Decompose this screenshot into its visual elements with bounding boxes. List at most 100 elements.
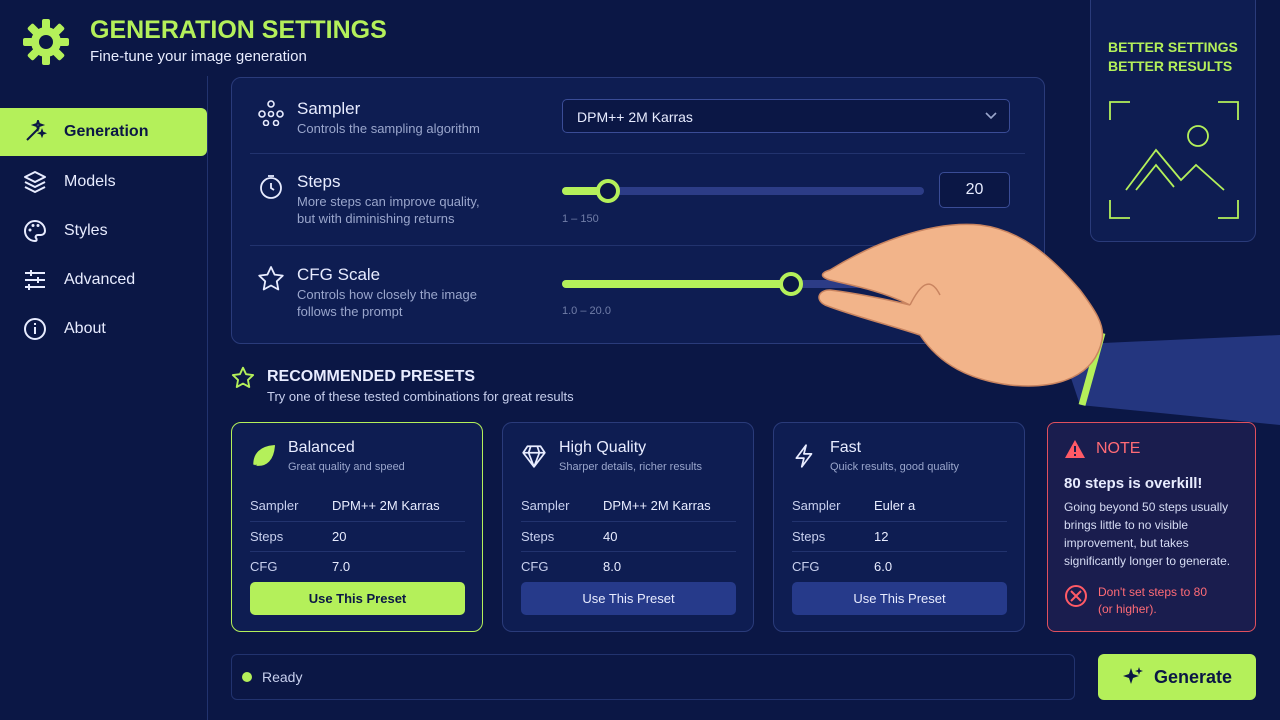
subtitle: Fine-tune your image generation (90, 48, 307, 65)
setting-label: CFG Scale (297, 265, 381, 284)
note-line: significantly longer to generate. (1064, 554, 1231, 568)
promo-box (1090, 0, 1256, 242)
cfg-icon (258, 266, 284, 291)
preset-row: Steps 12 (792, 521, 1007, 552)
row-label: CFG (521, 558, 549, 574)
setting-description: but with diminishing returns (297, 211, 455, 226)
row-label: CFG (250, 558, 278, 574)
sparkle-icon (1122, 667, 1143, 684)
status-dot (242, 672, 252, 682)
card-name: Fast (830, 439, 862, 456)
slider-thumb[interactable] (596, 179, 621, 203)
card-head: Fast Quick results, good quality (792, 439, 1006, 473)
row-label: CFG (792, 558, 820, 574)
preset-card: Balanced Great quality and speed Sampler DP… (231, 422, 483, 632)
slider-fill (562, 280, 791, 288)
title: GENERATION SETTINGS (90, 16, 387, 44)
row-value: 12 (874, 521, 1007, 552)
separator (250, 153, 1025, 154)
nav-icon (24, 318, 46, 340)
card-head: Balanced Great quality and speed (250, 439, 464, 473)
nav-label: Models (64, 173, 116, 190)
slider-thumb[interactable] (778, 272, 803, 296)
nav-icon (25, 270, 45, 290)
preset-row: Sampler DPM++ 2M Karras (521, 491, 736, 522)
nav-item[interactable]: About (0, 305, 207, 353)
card-icon (795, 444, 813, 468)
preset-row: Sampler DPM++ 2M Karras (250, 491, 465, 522)
card-head: High Quality Sharper details, richer resu… (521, 439, 735, 473)
note-line: improvement, but takes (1064, 536, 1189, 550)
setting-description: Controls the sampling algorithm (297, 121, 480, 136)
preset-row: CFG 7.0 (250, 551, 465, 581)
setting-label: Steps (297, 172, 341, 191)
setting-description: Controls how closely the image (297, 287, 477, 302)
note-card: NOTE 80 steps is overkill! Going beyond … (1047, 422, 1256, 632)
presets-subtitle: Try one of these tested combinations for… (267, 389, 574, 404)
use-preset-button[interactable]: Use This Preset (250, 582, 465, 615)
separator (250, 245, 1025, 246)
nav-item[interactable]: Advanced (0, 256, 207, 304)
preset-table: Sampler DPM++ 2M Karras Steps 20 CFG 7.0 (250, 491, 465, 581)
preset-card: High Quality Sharper details, richer resu… (502, 422, 754, 632)
nav-label: Generation (64, 123, 149, 140)
setting-description: follows the prompt (297, 304, 403, 319)
status-text: Ready (262, 669, 303, 685)
row-value: DPM++ 2M Karras (603, 491, 736, 522)
steps-input[interactable]: 20 (939, 172, 1010, 208)
row-value: 40 (603, 521, 736, 552)
slider-fill (562, 187, 609, 195)
generate-button[interactable]: Generate (1098, 654, 1256, 700)
nav-item[interactable]: Styles (0, 207, 207, 255)
row-label: Sampler (792, 491, 874, 522)
sampler-dropdown[interactable]: DPM++ 2M Karras (562, 99, 1010, 133)
card-text: Fast Quick results, good quality (830, 439, 959, 473)
row-label: Steps (792, 521, 874, 552)
slider-track[interactable] (562, 187, 924, 195)
dropdown-value: DPM++ 2M Karras (577, 109, 693, 125)
range-label: 1.0 – 20.0 (562, 305, 611, 317)
promo-line: BETTER RESULTS (1108, 58, 1233, 74)
row-label: Steps (521, 521, 603, 552)
row-value: 8.0 (603, 558, 622, 574)
nav-item[interactable]: Generation (0, 108, 207, 156)
nav-icon (24, 171, 46, 193)
card-icon (522, 445, 546, 468)
nav-icon (26, 120, 48, 141)
preset-row: Sampler Euler a (792, 491, 1007, 522)
image-icon (1109, 101, 1239, 219)
card-name: High Quality (559, 439, 647, 456)
promo-line: BETTER SETTINGS (1108, 39, 1238, 55)
stop-icon (1065, 585, 1087, 607)
hand-illustration (818, 223, 1280, 425)
nav-label: Styles (64, 222, 108, 239)
warning-line: Don't set steps to 80 (1098, 585, 1208, 599)
card-description: Great quality and speed (288, 461, 405, 473)
nav-item[interactable]: Models (0, 158, 207, 206)
row-label: Sampler (521, 491, 603, 522)
warning-line: (or higher). (1098, 602, 1157, 616)
use-preset-button[interactable]: Use This Preset (521, 582, 736, 615)
gear-icon (23, 19, 69, 65)
preset-row: CFG 6.0 (792, 551, 1007, 581)
generate-label: Generate (1153, 666, 1233, 687)
range-label: 1 – 150 (562, 213, 599, 225)
card-text: Balanced Great quality and speed (288, 439, 405, 473)
presets-title: RECOMMENDED PRESETS (267, 368, 476, 385)
preset-table: Sampler DPM++ 2M Karras Steps 40 CFG 8.0 (521, 491, 736, 581)
use-preset-button[interactable]: Use This Preset (792, 582, 1007, 615)
preset-row: CFG 8.0 (521, 551, 736, 581)
chevron (985, 112, 997, 120)
note-line: brings little to no visible (1064, 518, 1189, 532)
status-bar: Ready (231, 654, 1075, 700)
note-heading: 80 steps is overkill! (1064, 475, 1203, 492)
setting-label: Sampler (297, 99, 361, 118)
card-text: High Quality Sharper details, richer resu… (559, 439, 702, 473)
nav-label: Advanced (64, 271, 136, 288)
card-description: Sharper details, richer results (559, 461, 703, 473)
row-label: Steps (250, 521, 332, 552)
card-description: Quick results, good quality (830, 461, 960, 473)
preset-card: Fast Quick results, good quality Sampler Eu… (773, 422, 1025, 632)
row-value: 6.0 (874, 558, 893, 574)
card-icon (253, 445, 276, 466)
